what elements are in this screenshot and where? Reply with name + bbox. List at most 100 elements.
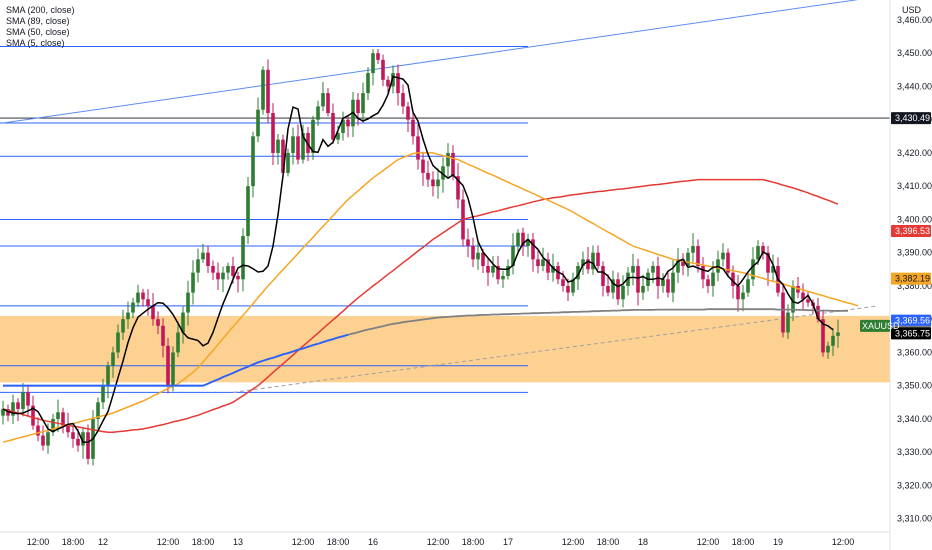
candle-body[interactable]: [621, 285, 625, 300]
dashed-trendline[interactable]: [232, 305, 879, 393]
candle-body[interactable]: [771, 266, 775, 273]
candle-body[interactable]: [751, 259, 755, 280]
candle-body[interactable]: [111, 352, 115, 366]
candle-body[interactable]: [816, 305, 820, 320]
candle-body[interactable]: [161, 325, 165, 346]
candle-body[interactable]: [436, 179, 440, 187]
candle-body[interactable]: [481, 252, 485, 266]
candle-body[interactable]: [396, 73, 400, 94]
candle-body[interactable]: [361, 93, 365, 114]
candle-body[interactable]: [601, 266, 605, 286]
candle-body[interactable]: [101, 385, 105, 403]
candle-body[interactable]: [276, 139, 280, 153]
candle-body[interactable]: [696, 246, 700, 266]
time-axis[interactable]: 12:00 18:00 12 12:00 18:00 13 12:00 18:00 16 12:0…: [27, 537, 855, 547]
candle-body[interactable]: [616, 279, 620, 300]
candle-body[interactable]: [686, 252, 690, 266]
ascending-trendline[interactable]: [2, 0, 878, 124]
candle-body[interactable]: [536, 259, 540, 266]
candle-body[interactable]: [381, 59, 385, 80]
candle-body[interactable]: [521, 232, 525, 247]
candle-body[interactable]: [611, 279, 615, 293]
candle-body[interactable]: [326, 93, 330, 114]
candle-body[interactable]: [271, 113, 275, 153]
candle-body[interactable]: [86, 432, 90, 459]
candle-body[interactable]: [501, 275, 505, 280]
candle-body[interactable]: [196, 259, 200, 273]
candle-body[interactable]: [341, 119, 345, 133]
candle-body[interactable]: [711, 272, 715, 286]
candle-body[interactable]: [516, 232, 520, 247]
candle-body[interactable]: [596, 252, 600, 266]
candle-body[interactable]: [246, 186, 250, 237]
candle-body[interactable]: [411, 119, 415, 137]
candle-body[interactable]: [736, 285, 740, 300]
candle-body[interactable]: [631, 266, 635, 273]
sma-line-3[interactable]: [2, 75, 834, 443]
candle-body[interactable]: [486, 266, 490, 273]
candle-body[interactable]: [761, 246, 765, 253]
candle-body[interactable]: [691, 246, 695, 253]
candle-body[interactable]: [676, 259, 680, 273]
candle-body[interactable]: [136, 292, 140, 303]
candle-body[interactable]: [546, 259, 550, 273]
candle-body[interactable]: [726, 252, 730, 273]
candle-body[interactable]: [261, 69, 265, 110]
candle-body[interactable]: [146, 299, 150, 306]
candle-body[interactable]: [211, 266, 215, 273]
candle-body[interactable]: [826, 345, 830, 353]
candle-body[interactable]: [21, 392, 25, 409]
candle-body[interactable]: [171, 352, 175, 386]
candle-body[interactable]: [76, 438, 80, 446]
candle-body[interactable]: [266, 69, 270, 114]
candle-body[interactable]: [31, 405, 35, 426]
candle-body[interactable]: [681, 259, 685, 266]
candle-body[interactable]: [551, 266, 555, 273]
candle-body[interactable]: [626, 272, 630, 286]
candle-body[interactable]: [801, 292, 805, 300]
candle-body[interactable]: [36, 425, 40, 436]
candle-body[interactable]: [586, 259, 590, 270]
candle-body[interactable]: [191, 272, 195, 293]
candle-body[interactable]: [401, 93, 405, 107]
candle-body[interactable]: [641, 285, 645, 293]
candle-body[interactable]: [406, 106, 410, 120]
candle-body[interactable]: [226, 266, 230, 273]
candle-body[interactable]: [471, 246, 475, 260]
candle-body[interactable]: [766, 252, 770, 273]
candle-body[interactable]: [421, 159, 425, 173]
candle-body[interactable]: [256, 109, 260, 137]
candle-body[interactable]: [321, 93, 325, 107]
candle-body[interactable]: [291, 136, 295, 153]
candle-body[interactable]: [316, 106, 320, 120]
candle-body[interactable]: [206, 252, 210, 266]
candle-body[interactable]: [591, 252, 595, 270]
candle-body[interactable]: [561, 279, 565, 286]
candle-body[interactable]: [431, 179, 435, 187]
candle-body[interactable]: [151, 305, 155, 320]
candle-body[interactable]: [806, 299, 810, 303]
candle-body[interactable]: [791, 285, 795, 313]
candle-body[interactable]: [731, 272, 735, 286]
candle-body[interactable]: [661, 279, 665, 286]
candle-body[interactable]: [96, 402, 100, 419]
candle-body[interactable]: [821, 319, 825, 353]
candle-body[interactable]: [666, 279, 670, 293]
candle-body[interactable]: [66, 425, 70, 433]
candle-body[interactable]: [131, 302, 135, 313]
candle-body[interactable]: [376, 53, 380, 60]
candle-body[interactable]: [391, 73, 395, 87]
candle-body[interactable]: [451, 152, 455, 177]
legend-sma-5[interactable]: SMA (5, close): [6, 38, 65, 48]
candle-body[interactable]: [701, 266, 705, 280]
candle-body[interactable]: [11, 402, 15, 416]
candle-body[interactable]: [311, 119, 315, 153]
candle-body[interactable]: [606, 285, 610, 293]
candle-body[interactable]: [106, 365, 110, 386]
candle-body[interactable]: [511, 246, 515, 266]
candle-body[interactable]: [466, 239, 470, 247]
candle-body[interactable]: [71, 432, 75, 439]
candle-body[interactable]: [126, 312, 130, 320]
candle-body[interactable]: [331, 113, 335, 140]
candle-body[interactable]: [116, 332, 120, 353]
